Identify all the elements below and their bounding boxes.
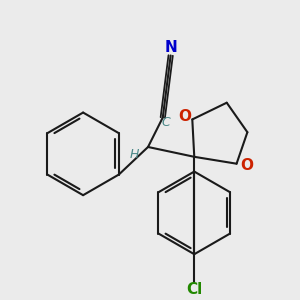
Text: C: C [161,116,170,129]
Text: O: O [178,109,191,124]
Text: O: O [240,158,253,173]
Text: H: H [130,148,139,161]
Text: Cl: Cl [186,282,202,297]
Text: N: N [164,40,177,55]
